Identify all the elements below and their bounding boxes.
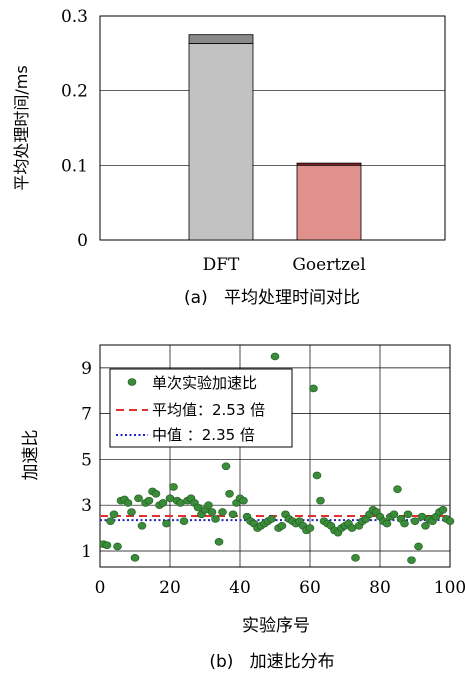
scatter-point xyxy=(221,462,231,471)
bar-chart-y-tick-label: 0.1 xyxy=(61,156,88,176)
bar-goertzel xyxy=(296,164,362,241)
scatter-point xyxy=(130,554,140,562)
scatter-chart-y-ticks: 1 3 5 7 9 xyxy=(81,359,92,562)
scatter-chart-x-tick-label: 100 xyxy=(434,578,465,598)
scatter-chart-x-tick-label: 0 xyxy=(95,578,106,598)
scatter-chart-x-tick-label: 20 xyxy=(159,578,181,598)
scatter-point xyxy=(162,519,171,528)
scatter-chart-y-tick-label: 1 xyxy=(81,542,92,562)
scatter-point xyxy=(113,542,122,551)
scatter-point xyxy=(123,499,133,507)
scatter-point xyxy=(305,524,315,532)
scatter-point xyxy=(277,522,287,530)
bar-chart-bars xyxy=(188,34,362,241)
legend-label-mean: 平均值：2.53 倍 xyxy=(152,401,265,419)
scatter-point xyxy=(134,494,143,503)
bar-chart-average-time: 0 0.1 0.2 0.3 DFT Goertzel 平均处理时间/ms (a) 平均处… xyxy=(12,7,446,308)
scatter-point xyxy=(393,485,402,493)
scatter-chart-x-tick-label: 60 xyxy=(299,578,321,598)
scatter-point xyxy=(169,483,178,491)
scatter-point xyxy=(270,352,280,361)
legend-marker-points xyxy=(127,378,137,386)
scatter-point xyxy=(218,508,227,516)
scatter-point xyxy=(228,510,238,519)
scatter-point xyxy=(214,538,224,546)
scatter-point xyxy=(204,501,213,510)
legend-label-median: 中值 ：2.35 倍 xyxy=(152,426,255,444)
bar-chart-y-axis-label: 平均处理时间/ms xyxy=(12,65,31,190)
scatter-point xyxy=(109,510,119,519)
scatter-point xyxy=(102,541,112,550)
scatter-point xyxy=(179,517,189,526)
scatter-point xyxy=(207,508,217,516)
bar-chart-gridlines xyxy=(100,90,445,166)
scatter-point xyxy=(239,496,248,505)
bar-chart-y-tick-label: 0.3 xyxy=(61,7,88,27)
bar-chart-caption: (a) 平均处理时间对比 xyxy=(184,288,360,308)
scatter-point xyxy=(312,471,322,480)
scatter-chart-y-tick-label: 7 xyxy=(81,405,92,425)
bar-cap-dft xyxy=(188,34,254,45)
bar-chart-x-tick-label: Goertzel xyxy=(292,255,365,275)
scatter-point xyxy=(400,519,409,528)
scatter-chart-points xyxy=(99,352,455,564)
scatter-chart-y-axis-label: 加速比 xyxy=(21,430,41,481)
scatter-chart-y-tick-label: 5 xyxy=(81,450,92,470)
scatter-point xyxy=(316,496,325,505)
scatter-point xyxy=(144,496,154,505)
bar-chart-x-tick-label: DFT xyxy=(203,255,240,275)
scatter-chart-x-axis-label: 实验序号 xyxy=(242,616,310,636)
scatter-chart-legend: 单次实验加速比 平均值：2.53 倍 中值 ：2.35 倍 xyxy=(109,368,293,448)
scatter-chart-speedup: 1 3 5 7 9 0 20 40 60 80 100 单次实验加速比 平均值：2.53 倍 中值… xyxy=(21,344,465,672)
scatter-point xyxy=(407,556,416,564)
scatter-point xyxy=(414,542,423,551)
scatter-point xyxy=(127,508,136,516)
scatter-point xyxy=(403,510,413,519)
bar-chart-y-ticks: 0 0.1 0.2 0.3 xyxy=(61,7,88,251)
scatter-chart-caption: (b) 加速比分布 xyxy=(209,652,334,672)
scatter-point xyxy=(106,517,115,526)
scatter-point xyxy=(410,517,420,526)
scatter-chart-y-tick-label: 3 xyxy=(81,496,92,516)
scatter-point xyxy=(137,522,147,530)
scatter-point xyxy=(151,489,161,498)
scatter-point xyxy=(421,522,430,530)
scatter-point xyxy=(445,517,455,526)
scatter-chart-x-tick-label: 80 xyxy=(369,578,391,598)
bar-dft xyxy=(188,43,254,241)
scatter-point xyxy=(351,554,360,562)
scatter-point xyxy=(309,384,318,393)
scatter-chart-y-tick-label: 9 xyxy=(81,359,92,379)
scatter-point xyxy=(211,515,220,523)
legend-label-points: 单次实验加速比 xyxy=(152,374,257,392)
scatter-chart-x-tick-label: 40 xyxy=(229,578,251,598)
bar-chart-y-tick-label: 0.2 xyxy=(61,82,88,102)
scatter-point xyxy=(389,510,399,519)
bar-chart-x-labels: DFT Goertzel xyxy=(203,255,366,275)
bar-chart-frame xyxy=(99,15,446,241)
scatter-chart-frame xyxy=(99,344,451,568)
scatter-point xyxy=(225,489,234,498)
bar-chart-y-tick-label: 0 xyxy=(77,231,88,251)
scatter-point xyxy=(382,519,392,528)
scatter-point xyxy=(158,499,168,507)
scatter-point xyxy=(267,515,276,523)
scatter-chart-x-ticks: 0 20 40 60 80 100 xyxy=(95,578,465,598)
scatter-point xyxy=(438,505,448,514)
